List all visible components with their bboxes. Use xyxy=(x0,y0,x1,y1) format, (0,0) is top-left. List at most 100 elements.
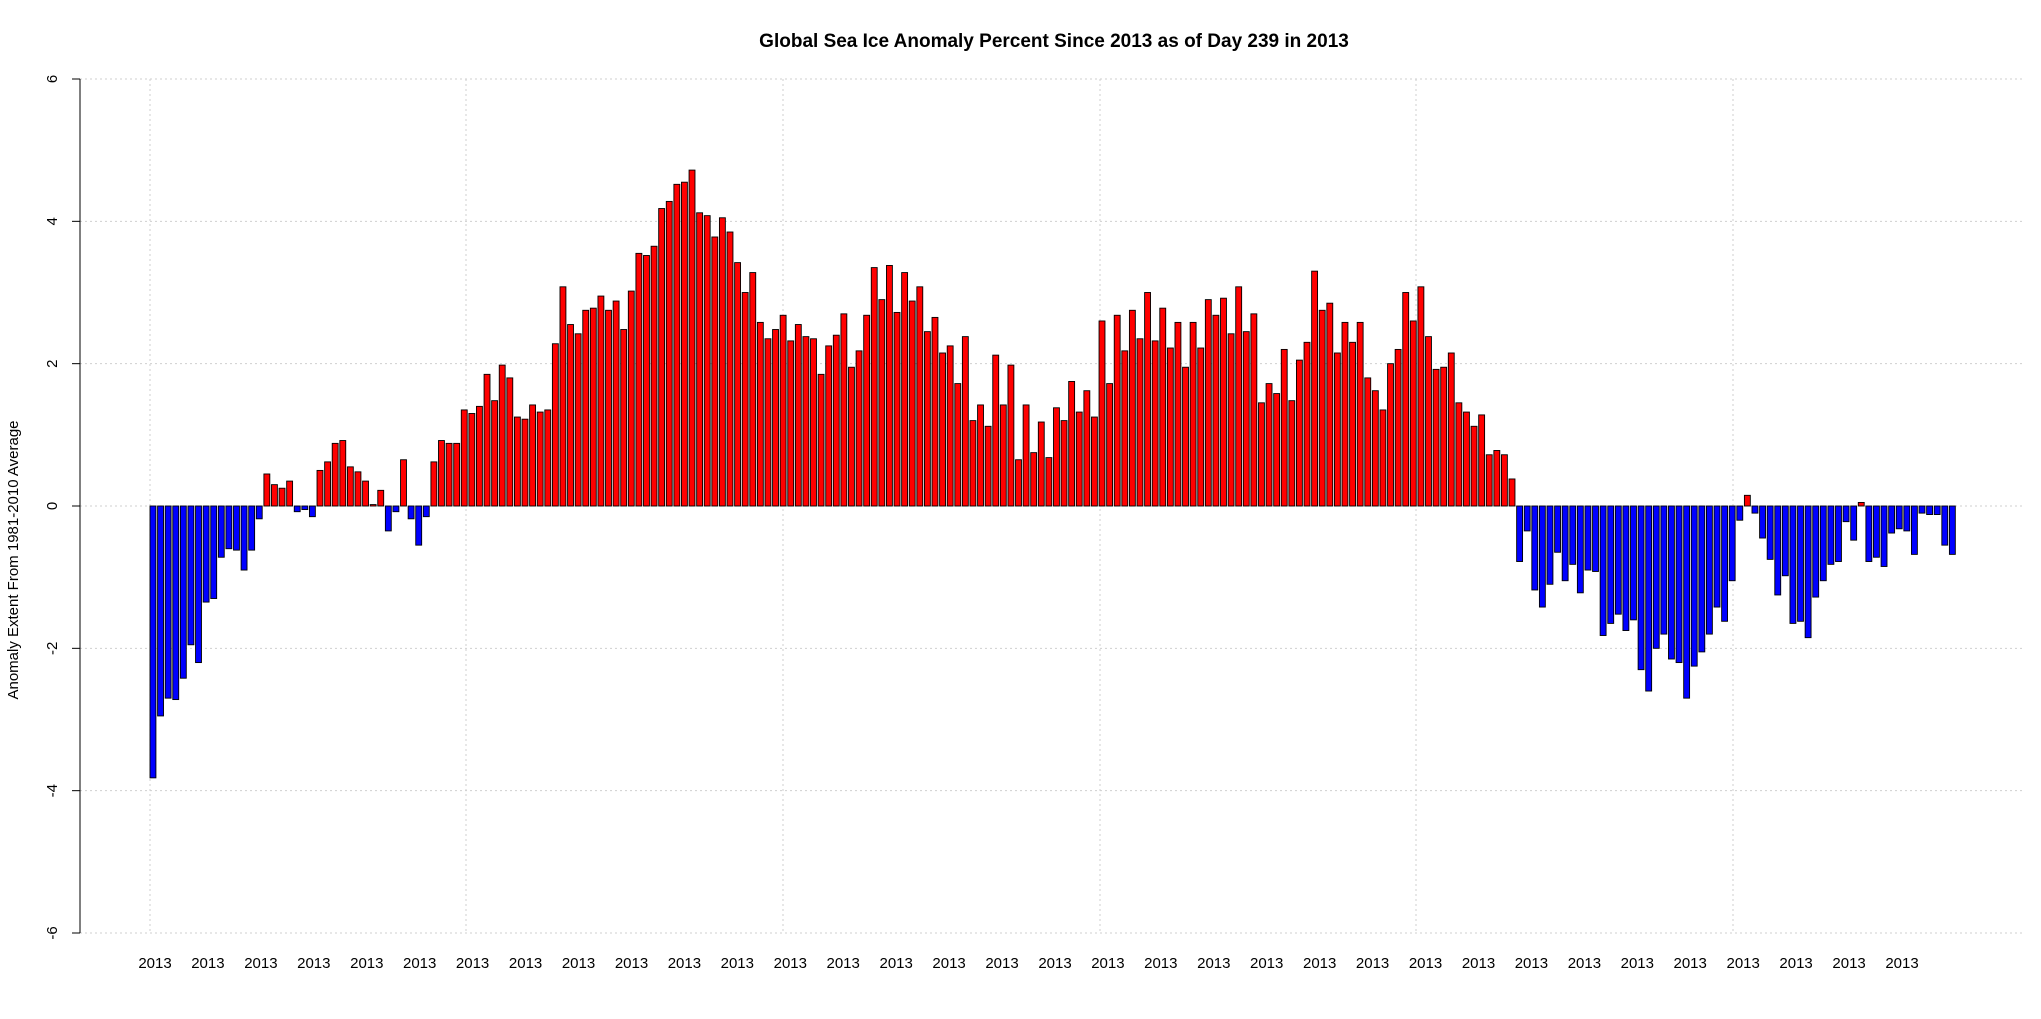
bar-57 xyxy=(582,309,590,507)
bar-220 xyxy=(1819,505,1827,582)
bar-165 xyxy=(1402,292,1410,507)
bar-221 xyxy=(1827,505,1835,565)
bar-76 xyxy=(726,231,734,507)
bar-71 xyxy=(688,169,696,507)
bar-154 xyxy=(1318,309,1326,507)
bar-233 xyxy=(1918,505,1926,514)
bar-122 xyxy=(1075,411,1083,507)
x-tick-label-7: 2013 xyxy=(509,955,542,972)
bar-61 xyxy=(612,300,620,507)
bar-8 xyxy=(210,505,218,599)
bar-87 xyxy=(810,338,817,507)
x-tick-label-32: 2013 xyxy=(1832,955,1865,972)
bar-232 xyxy=(1910,505,1918,555)
bar-143 xyxy=(1235,286,1243,507)
bar-187 xyxy=(1569,505,1577,565)
bar-52 xyxy=(544,409,552,507)
bar-200 xyxy=(1668,505,1675,660)
bar-151 xyxy=(1296,359,1303,507)
bar-174 xyxy=(1470,425,1478,507)
bar-168 xyxy=(1425,336,1432,507)
bar-167 xyxy=(1417,286,1425,507)
bar-51 xyxy=(536,411,544,507)
bar-12 xyxy=(240,505,248,571)
bar-137 xyxy=(1189,321,1197,507)
bar-69 xyxy=(673,183,681,507)
bar-206 xyxy=(1713,505,1721,608)
bar-138 xyxy=(1197,347,1205,507)
bar-171 xyxy=(1447,352,1455,507)
bar-201 xyxy=(1675,505,1683,664)
y-tick-label-1: -4 xyxy=(44,784,61,797)
x-tick-label-13: 2013 xyxy=(827,955,860,972)
bar-16 xyxy=(271,484,278,507)
x-tick-label-2: 2013 xyxy=(244,955,277,972)
bar-96 xyxy=(878,299,886,507)
bar-106 xyxy=(954,383,962,507)
bar-33 xyxy=(400,459,407,507)
bar-75 xyxy=(718,217,726,507)
x-tick-label-31: 2013 xyxy=(1779,955,1812,972)
bar-197 xyxy=(1645,505,1653,692)
x-tick-label-30: 2013 xyxy=(1727,955,1760,972)
bar-199 xyxy=(1660,505,1668,635)
bar-148 xyxy=(1273,393,1281,507)
bar-45 xyxy=(491,400,499,507)
bar-179 xyxy=(1508,478,1516,507)
bar-36 xyxy=(422,505,430,518)
bar-236 xyxy=(1941,505,1949,546)
bar-93 xyxy=(855,350,863,507)
bar-189 xyxy=(1584,505,1592,571)
bar-20 xyxy=(301,505,309,511)
bar-13 xyxy=(248,505,256,551)
bar-234 xyxy=(1926,505,1934,515)
bar-127 xyxy=(1113,314,1121,507)
x-tick-label-3: 2013 xyxy=(297,955,330,972)
bar-5 xyxy=(187,505,195,646)
bar-58 xyxy=(589,307,597,507)
bar-166 xyxy=(1409,320,1417,507)
bar-56 xyxy=(574,333,582,507)
bar-133 xyxy=(1159,307,1167,507)
bar-110 xyxy=(984,425,992,507)
bar-178 xyxy=(1500,454,1508,507)
bar-102 xyxy=(923,331,931,507)
bar-130 xyxy=(1136,338,1144,507)
bar-131 xyxy=(1144,292,1151,507)
bar-182 xyxy=(1531,505,1539,591)
bar-2 xyxy=(164,505,172,699)
bar-128 xyxy=(1121,350,1129,507)
bar-111 xyxy=(992,354,1000,507)
bar-121 xyxy=(1068,381,1076,507)
chart-title: Global Sea Ice Anomaly Percent Since 201… xyxy=(759,31,1349,52)
bar-30 xyxy=(377,489,385,507)
bar-113 xyxy=(1007,364,1015,507)
bar-211 xyxy=(1751,505,1759,514)
bar-19 xyxy=(293,505,301,513)
bar-23 xyxy=(324,461,332,507)
bar-120 xyxy=(1060,420,1068,507)
x-tick-label-6: 2013 xyxy=(456,955,489,972)
bar-175 xyxy=(1478,414,1486,507)
bar-37 xyxy=(430,461,438,507)
bar-155 xyxy=(1326,302,1334,507)
bar-97 xyxy=(886,265,893,507)
bar-223 xyxy=(1842,505,1850,523)
bar-73 xyxy=(703,215,711,507)
bar-202 xyxy=(1683,505,1691,699)
bar-79 xyxy=(749,272,757,507)
bar-114 xyxy=(1015,459,1022,507)
bar-210 xyxy=(1743,494,1751,507)
bar-104 xyxy=(939,352,946,507)
bar-21 xyxy=(308,505,316,518)
bar-6 xyxy=(195,505,202,664)
bar-94 xyxy=(863,314,871,507)
bar-50 xyxy=(529,404,536,507)
bar-142 xyxy=(1227,333,1235,507)
y-tick-label-5: 4 xyxy=(44,217,61,225)
bar-194 xyxy=(1622,505,1630,631)
bar-161 xyxy=(1371,390,1379,507)
bar-180 xyxy=(1516,505,1524,562)
bar-146 xyxy=(1258,402,1265,507)
